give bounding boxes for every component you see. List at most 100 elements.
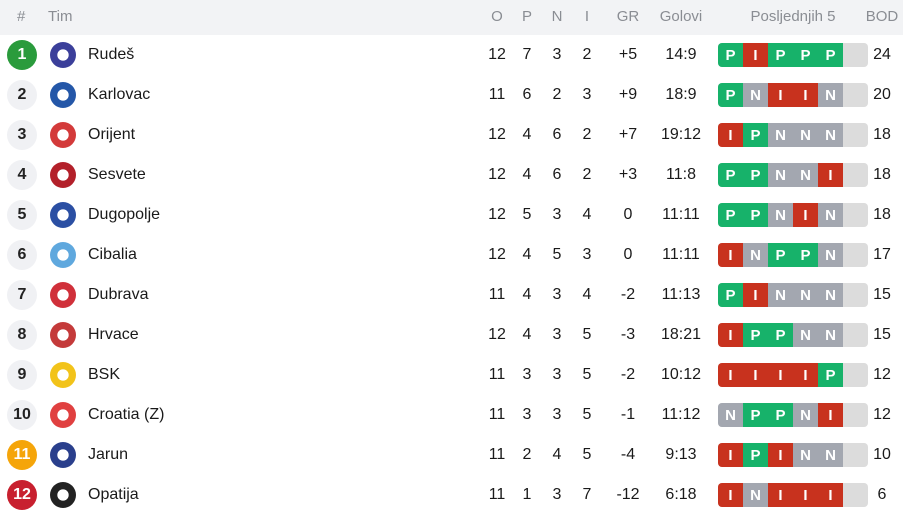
form-result[interactable]: N (818, 243, 843, 267)
form-result[interactable]: N (793, 283, 818, 307)
form-result[interactable]: I (793, 83, 818, 107)
form-result[interactable]: N (818, 283, 843, 307)
table-row[interactable]: 8 Hrvace 12 4 3 5 -3 18:21 15 I P P N N (0, 315, 903, 355)
form-result[interactable]: I (768, 83, 793, 107)
lost-cell: 2 (582, 126, 592, 143)
form-result[interactable]: P (743, 203, 768, 227)
table-row[interactable]: 1 Rudeš 12 7 3 2 +5 14:9 24 P I P P P (0, 35, 903, 75)
form-result[interactable]: I (718, 363, 743, 387)
team-name[interactable]: Cibalia (88, 246, 137, 263)
team-name[interactable]: Sesvete (88, 166, 146, 183)
form-result[interactable]: I (718, 443, 743, 467)
form-result[interactable]: I (718, 123, 743, 147)
form-result[interactable]: P (743, 163, 768, 187)
table-row[interactable]: 4 Sesvete 12 4 6 2 +3 11:8 18 P P N N I (0, 155, 903, 195)
table-row[interactable]: 9 BSK 11 3 3 5 -2 10:12 12 I I I I P (0, 355, 903, 395)
form-result[interactable]: N (818, 323, 843, 347)
form-result[interactable]: I (718, 243, 743, 267)
header-form: Posljednjih 5 (750, 8, 836, 25)
form-result[interactable]: P (768, 43, 793, 67)
form-result[interactable]: P (718, 163, 743, 187)
form-result[interactable]: N (818, 83, 843, 107)
team-name[interactable]: Rudeš (88, 46, 135, 63)
form-result[interactable]: P (718, 283, 743, 307)
team-name[interactable]: Hrvace (88, 326, 139, 343)
table-row[interactable]: 2 Karlovac 11 6 2 3 +9 18:9 20 P N I I N (0, 75, 903, 115)
lost-cell: 2 (582, 166, 592, 183)
team-name[interactable]: Karlovac (88, 86, 151, 103)
form-result[interactable]: P (743, 403, 768, 427)
form-result[interactable]: I (818, 403, 843, 427)
points-cell: 18 (873, 126, 891, 143)
goal-diff-cell: -1 (620, 406, 636, 423)
table-row[interactable]: 6 Cibalia 12 4 5 3 0 11:11 17 I N P P N (0, 235, 903, 275)
team-name[interactable]: BSK (88, 366, 121, 383)
drawn-cell: 6 (552, 126, 562, 143)
form-result[interactable]: P (718, 203, 743, 227)
form-result[interactable]: P (793, 43, 818, 67)
form-result[interactable]: P (768, 243, 793, 267)
table-row[interactable]: 10 Croatia (Z) 11 3 3 5 -1 11:12 12 N P P N I (0, 395, 903, 435)
played-cell: 12 (488, 166, 506, 183)
form-result[interactable]: N (768, 283, 793, 307)
form-result[interactable]: N (818, 443, 843, 467)
form-result[interactable]: P (768, 403, 793, 427)
team-name[interactable]: Croatia (Z) (88, 406, 165, 423)
form-result[interactable]: N (768, 203, 793, 227)
table-row[interactable]: 5 Dugopolje 12 5 3 4 0 11:11 18 P P N I N (0, 195, 903, 235)
form-result[interactable]: N (718, 403, 743, 427)
form-result[interactable]: P (718, 83, 743, 107)
form-result[interactable]: I (768, 483, 793, 507)
form-result[interactable]: P (768, 323, 793, 347)
form-result[interactable]: N (743, 243, 768, 267)
form-result[interactable]: P (743, 123, 768, 147)
form-result[interactable]: N (818, 123, 843, 147)
form-result[interactable]: N (793, 443, 818, 467)
table-row[interactable]: 11 Jarun 11 2 4 5 -4 9:13 10 I P I N N (0, 435, 903, 475)
form-result[interactable]: N (793, 403, 818, 427)
form-result[interactable]: I (743, 283, 768, 307)
form-result[interactable]: I (793, 363, 818, 387)
table-row[interactable]: 12 Opatija 11 1 3 7 -12 6:18 6 I N I I I (0, 475, 903, 515)
form-result[interactable]: I (718, 483, 743, 507)
form-result[interactable]: P (818, 43, 843, 67)
form-result[interactable]: I (743, 43, 768, 67)
form-result[interactable]: N (743, 83, 768, 107)
form-result[interactable]: I (718, 323, 743, 347)
form-result[interactable]: N (768, 163, 793, 187)
form-result[interactable]: I (768, 443, 793, 467)
form-result[interactable]: N (793, 123, 818, 147)
form-result[interactable]: P (743, 323, 768, 347)
form-result[interactable]: I (818, 483, 843, 507)
form-result[interactable]: N (793, 163, 818, 187)
form-result[interactable]: I (768, 363, 793, 387)
form-result[interactable]: N (818, 203, 843, 227)
form-result[interactable]: I (743, 363, 768, 387)
form-result[interactable]: I (793, 203, 818, 227)
goal-diff-cell: 0 (623, 206, 633, 223)
table-row[interactable]: 3 Orijent 12 4 6 2 +7 19:12 18 I P N N N (0, 115, 903, 155)
table-header: # Tim O P N I GR Golovi Posljednjih 5 BO… (0, 0, 903, 35)
form-result[interactable]: P (718, 43, 743, 67)
table-row[interactable]: 7 Dubrava 11 4 3 4 -2 11:13 15 P I N N N (0, 275, 903, 315)
team-name[interactable]: Dugopolje (88, 206, 161, 223)
form-result[interactable]: I (818, 163, 843, 187)
team-logo-icon (50, 42, 76, 68)
goal-diff-cell: +5 (618, 46, 638, 63)
team-name[interactable]: Jarun (88, 446, 129, 463)
form-result[interactable]: N (768, 123, 793, 147)
team-name[interactable]: Opatija (88, 486, 139, 503)
form-result[interactable]: N (793, 323, 818, 347)
form-result[interactable]: P (818, 363, 843, 387)
lost-cell: 3 (582, 86, 592, 103)
form-result[interactable]: P (743, 443, 768, 467)
form-result[interactable]: I (793, 483, 818, 507)
form-result[interactable]: N (743, 483, 768, 507)
team-name[interactable]: Orijent (88, 126, 136, 143)
form-result[interactable]: P (793, 243, 818, 267)
team-name[interactable]: Dubrava (88, 286, 149, 303)
